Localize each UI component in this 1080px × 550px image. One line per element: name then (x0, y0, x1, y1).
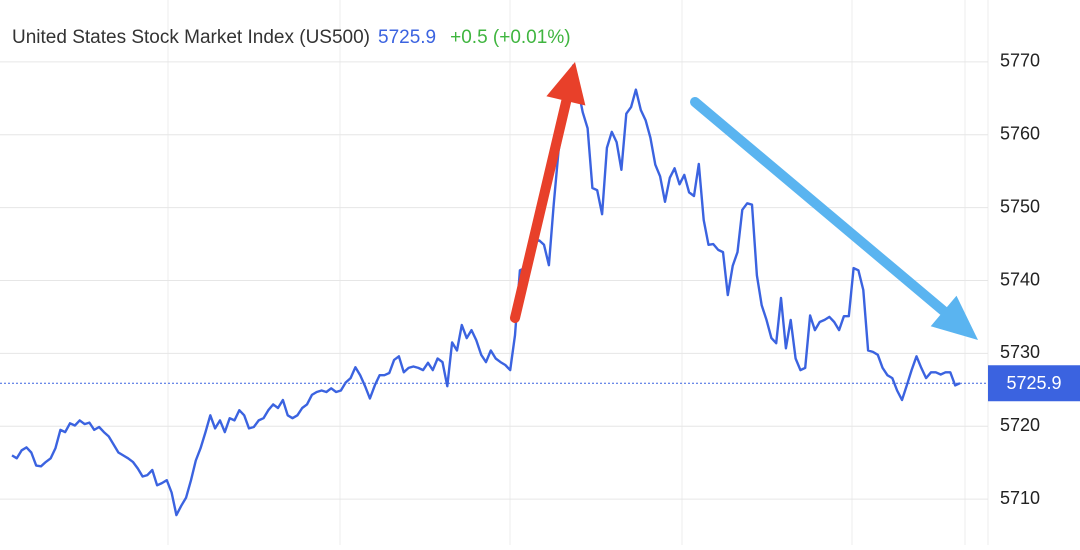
y-tick-label: 5750 (1000, 196, 1040, 216)
y-tick-label: 5730 (1000, 342, 1040, 362)
price-tag (988, 365, 1080, 402)
up-arrow-head (546, 62, 586, 106)
price-line (11, 64, 961, 517)
down-arrow-shaft (690, 97, 951, 318)
down-arrow-head (930, 295, 978, 340)
header-price: 5725.9 (378, 27, 436, 48)
chart-title: United States Stock Market Index (US500) (12, 27, 370, 48)
y-tick-label: 5770 (1000, 51, 1040, 71)
y-tick-label: 5720 (1000, 415, 1040, 435)
y-tick-label: 5740 (1000, 269, 1040, 289)
y-tick-label: 5710 (1000, 488, 1040, 508)
grid (0, 61, 988, 500)
plot (0, 64, 988, 517)
up-arrow-shaft (510, 93, 572, 323)
price-tag-label: 5725.9 (1006, 373, 1061, 393)
up-arrow (510, 62, 586, 323)
y-tick-label: 5760 (1000, 124, 1040, 144)
down-arrow (690, 97, 978, 340)
y-axis: 5710 5720 5730 5740 5750 5760 5770 5725.9 (988, 51, 1080, 508)
header-change: +0.5 (+0.01%) (450, 27, 570, 48)
